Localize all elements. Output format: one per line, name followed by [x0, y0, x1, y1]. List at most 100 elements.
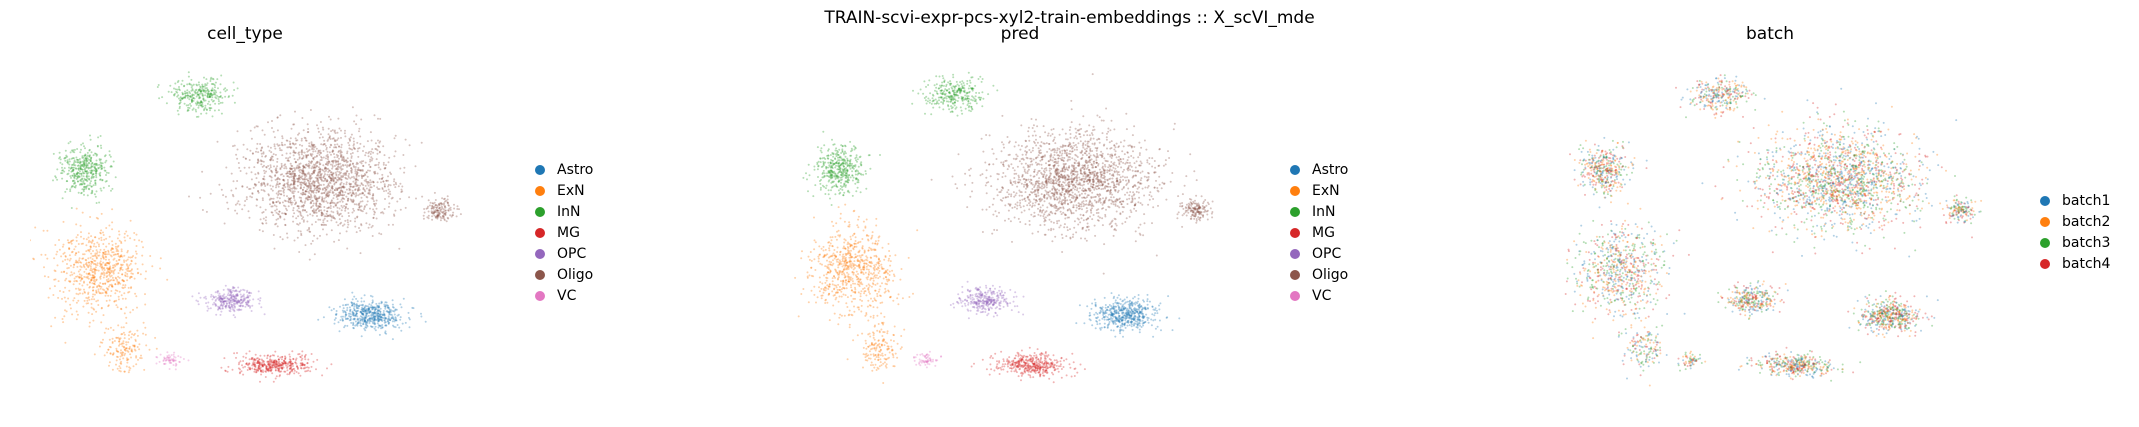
- scatter-point: [110, 290, 113, 292]
- scatter-point: [190, 89, 193, 92]
- scatter-point: [313, 146, 315, 149]
- scatter-point: [312, 157, 315, 160]
- scatter-point: [301, 354, 304, 357]
- scatter-point: [251, 152, 254, 155]
- scatter-point: [379, 324, 381, 327]
- scatter-point: [1147, 176, 1150, 178]
- scatter-point: [62, 220, 65, 223]
- scatter-point: [281, 361, 284, 364]
- scatter-point: [66, 239, 69, 242]
- scatter-point: [320, 192, 323, 195]
- scatter-point: [367, 307, 370, 310]
- scatter-point: [310, 191, 313, 194]
- scatter-point: [352, 137, 355, 140]
- legend-label: Astro: [557, 161, 594, 178]
- scatter-point: [169, 355, 172, 358]
- scatter-point: [324, 179, 327, 182]
- scatter-point: [1134, 197, 1136, 200]
- scatter-point: [269, 355, 272, 358]
- scatter-point: [384, 318, 387, 320]
- scatter-point: [300, 139, 303, 142]
- scatter-point: [105, 245, 108, 248]
- scatter-point: [325, 169, 327, 172]
- scatter-point: [332, 211, 335, 214]
- scatter-point: [94, 182, 97, 184]
- scatter-point: [281, 135, 284, 138]
- point-cluster: [220, 350, 333, 383]
- scatter-point: [267, 121, 269, 124]
- scatter-point: [88, 149, 91, 152]
- scatter-point: [270, 157, 273, 160]
- scatter-point: [349, 152, 352, 155]
- scatter-point: [303, 364, 306, 367]
- scatter-point: [377, 188, 380, 190]
- scatter-point: [437, 209, 440, 212]
- scatter-point: [63, 315, 66, 318]
- scatter-point: [390, 309, 393, 312]
- scatter-point: [431, 202, 434, 205]
- scatter-point: [151, 265, 154, 268]
- scatter-point: [128, 331, 131, 334]
- scatter-point: [371, 196, 374, 199]
- scatter-point: [323, 223, 326, 226]
- scatter-point: [280, 363, 283, 366]
- scatter-point: [287, 159, 290, 162]
- scatter-point: [1078, 176, 1081, 179]
- scatter-point: [291, 179, 293, 182]
- scatter-point: [286, 195, 288, 198]
- scatter-point: [317, 171, 320, 174]
- scatter-point: [108, 224, 111, 227]
- scatter-point: [387, 307, 390, 310]
- scatter-point: [382, 310, 385, 312]
- scatter-point: [322, 169, 325, 172]
- scatter-point: [350, 193, 353, 196]
- scatter-point: [391, 315, 394, 318]
- scatter-point: [119, 367, 122, 370]
- scatter-point: [294, 137, 297, 140]
- scatter-point: [69, 188, 72, 191]
- scatter-point: [253, 166, 256, 169]
- scatter-point: [329, 163, 332, 166]
- scatter-point: [216, 78, 219, 81]
- scatter-point: [339, 305, 341, 308]
- scatter-point: [302, 156, 305, 159]
- scatter-point: [331, 185, 334, 188]
- scatter-point: [120, 362, 123, 365]
- scatter-point: [32, 257, 35, 260]
- scatter-point: [118, 276, 121, 279]
- scatter-point: [402, 297, 405, 300]
- scatter-point: [115, 359, 118, 362]
- scatter-point: [375, 217, 378, 220]
- scatter-point: [249, 129, 252, 132]
- scatter-point: [288, 186, 291, 189]
- scatter-point: [293, 172, 295, 175]
- scatter-point: [294, 174, 297, 177]
- legend-marker: [535, 164, 545, 175]
- scatter-point: [370, 316, 373, 319]
- scatter-point: [282, 190, 285, 193]
- scatter-point: [300, 169, 303, 172]
- scatter-point: [270, 368, 273, 371]
- scatter-point: [291, 350, 294, 353]
- scatter-point: [278, 364, 281, 367]
- scatter-point: [94, 195, 97, 198]
- scatter-point: [178, 102, 181, 105]
- scatter-point: [385, 332, 388, 335]
- scatter-point: [314, 150, 317, 153]
- scatter-point: [399, 197, 402, 200]
- scatter-point: [170, 91, 173, 94]
- scatter-point: [296, 236, 299, 239]
- scatter-point: [365, 316, 368, 319]
- scatter-point: [348, 147, 351, 150]
- scatter-point: [329, 138, 332, 140]
- scatter-point: [125, 316, 128, 319]
- scatter-point: [310, 176, 313, 179]
- scatter-point: [94, 236, 96, 239]
- scatter-point: [72, 170, 74, 173]
- scatter-point: [100, 229, 103, 232]
- scatter-point: [449, 208, 452, 211]
- scatter-point: [433, 211, 436, 214]
- scatter-point: [354, 183, 357, 186]
- scatter-point: [307, 179, 310, 182]
- scatter-point: [358, 147, 361, 149]
